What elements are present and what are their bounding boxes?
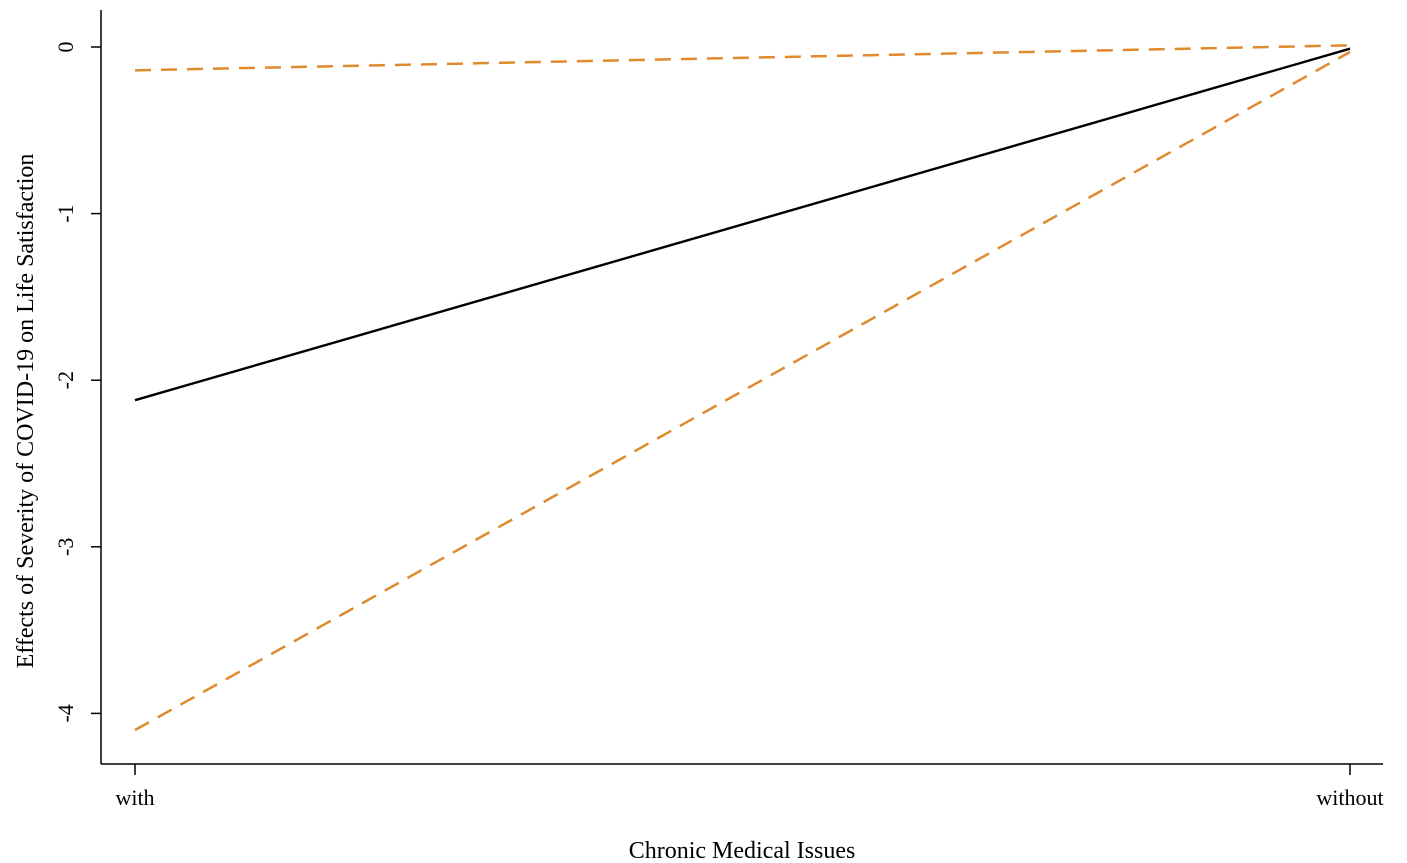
confidence-bound-line [134, 44, 1351, 72]
y-tick-label: -4 [53, 704, 78, 722]
series-layer [134, 44, 1351, 732]
y-ticks: 0 -1 -2 -3 -4 [53, 42, 101, 723]
y-tick-label: -3 [53, 538, 78, 556]
y-tick-label: -2 [53, 371, 78, 389]
x-ticks: with without [115, 764, 1384, 810]
y-axis-title: Effects of Severity of COVID-19 on Life … [13, 154, 39, 669]
confidence-bound-line [134, 50, 1351, 732]
x-tick-label: with [115, 785, 154, 810]
plot-area: 0 -1 -2 -3 -4 with without [53, 10, 1384, 810]
estimate-line [134, 47, 1351, 402]
y-tick-label: 0 [53, 42, 78, 53]
x-axis-title: Chronic Medical Issues [629, 838, 856, 863]
y-tick-label: -1 [53, 204, 78, 222]
x-tick-label: without [1316, 785, 1383, 810]
